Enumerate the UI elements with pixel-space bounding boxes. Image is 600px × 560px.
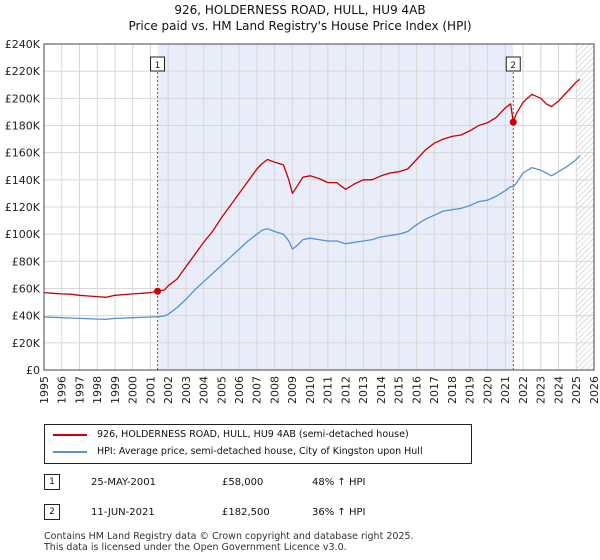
transaction-price: £182,500 <box>222 507 270 518</box>
sale-label: 1 <box>155 61 161 71</box>
x-tick-label: 2005 <box>215 376 228 404</box>
x-tick-label: 1997 <box>73 376 86 404</box>
y-tick-label: £220K <box>5 65 41 78</box>
chart-title: 926, HOLDERNESS ROAD, HULL, HU9 4AB <box>174 3 426 17</box>
x-tick-label: 2014 <box>375 376 388 404</box>
x-tick-label: 2015 <box>393 376 406 404</box>
y-tick-label: £40K <box>12 310 41 323</box>
x-tick-label: 2000 <box>127 376 140 404</box>
x-tick-label: 2010 <box>304 376 317 404</box>
x-tick-label: 2018 <box>446 376 459 404</box>
sale-label-box <box>505 56 521 72</box>
legend-entry-hpi: HPI: Average price, semi-detached house,… <box>53 444 423 460</box>
legend-label-property: 926, HOLDERNESS ROAD, HULL, HU9 4AB (sem… <box>97 429 409 440</box>
x-tick-label: 2024 <box>552 376 565 404</box>
x-tick-label: 2023 <box>535 376 548 404</box>
x-tick-label: 2002 <box>162 376 175 404</box>
transaction-row: 2 11-JUN-2021 £182,500 36% ↑ HPI <box>44 504 464 522</box>
y-tick-label: £140K <box>5 174 41 187</box>
legend-label-hpi: HPI: Average price, semi-detached house,… <box>97 446 423 457</box>
price-chart: £0 £20K £40K £60K £80K £100K £120K £140K £160K £1… <box>5 38 600 404</box>
y-tick-label: £0 <box>26 364 40 377</box>
x-tick-label: 2012 <box>339 376 352 404</box>
transaction-hpi-change: 48% ↑ HPI <box>312 477 366 488</box>
plot-frame <box>43 43 595 371</box>
transaction-price: £58,000 <box>222 477 264 488</box>
y-tick-label: £120K <box>5 201 41 214</box>
footer-licence: This data is licensed under the Open Gov… <box>44 542 347 553</box>
transaction-date: 25-MAY-2001 <box>91 477 157 488</box>
footer-copyright: Contains HM Land Registry data © Crown c… <box>44 531 414 542</box>
sale-label-box <box>150 56 166 72</box>
x-tick-label: 1998 <box>91 376 104 404</box>
y-tick-label: £60K <box>12 283 41 296</box>
legend-swatch-property <box>53 433 87 436</box>
y-tick-label: £200K <box>5 92 41 105</box>
x-tick-label: 2011 <box>322 376 335 404</box>
chart-subtitle: Price paid vs. HM Land Registry's House … <box>128 19 472 33</box>
x-tick-label: 2008 <box>268 376 281 404</box>
x-tick-label: 2009 <box>286 376 299 404</box>
x-tick-label: 2007 <box>251 376 264 404</box>
sale-point <box>154 287 162 295</box>
y-tick-label: £240K <box>5 38 41 51</box>
x-tick-label: 2021 <box>499 376 512 404</box>
x-tick-label: 2019 <box>464 376 477 404</box>
y-tick-label: £160K <box>5 147 41 160</box>
x-tick-label: 2013 <box>357 376 370 404</box>
property-price-line <box>44 78 581 298</box>
transaction-number: 1 <box>44 474 60 490</box>
y-tick-label: £20K <box>12 337 41 350</box>
transaction-number: 2 <box>44 504 60 520</box>
x-tick-label: 2006 <box>233 376 246 404</box>
y-tick-label: £80K <box>12 255 41 268</box>
series-group <box>44 78 581 320</box>
x-tick-label: 2017 <box>428 376 441 404</box>
x-tick-label: 2025 <box>570 376 583 404</box>
x-tick-label: 1995 <box>38 376 51 404</box>
legend-entry-property: 926, HOLDERNESS ROAD, HULL, HU9 4AB (sem… <box>53 427 409 443</box>
hpi-line <box>44 154 581 320</box>
transaction-hpi-change: 36% ↑ HPI <box>312 507 366 518</box>
x-tick-label: 1999 <box>109 376 122 404</box>
x-tick-label: 2003 <box>180 376 193 404</box>
x-tick-label: 2001 <box>144 376 157 404</box>
x-tick-label: 2020 <box>481 376 494 404</box>
y-tick-label: £180K <box>5 120 41 133</box>
x-tick-label: 1996 <box>56 376 69 404</box>
transaction-date: 11-JUN-2021 <box>91 507 155 518</box>
sale-point <box>509 118 517 126</box>
chart-legend: 926, HOLDERNESS ROAD, HULL, HU9 4AB (sem… <box>44 424 472 464</box>
x-tick-label: 2022 <box>517 376 530 404</box>
x-tick-label: 2026 <box>588 376 600 404</box>
x-tick-label: 2016 <box>410 376 423 404</box>
legend-swatch-hpi <box>53 450 87 453</box>
sale-label: 2 <box>510 61 516 71</box>
x-tick-label: 2004 <box>198 376 211 404</box>
y-tick-label: £100K <box>5 228 41 241</box>
transaction-row: 1 25-MAY-2001 £58,000 48% ↑ HPI <box>44 474 464 492</box>
